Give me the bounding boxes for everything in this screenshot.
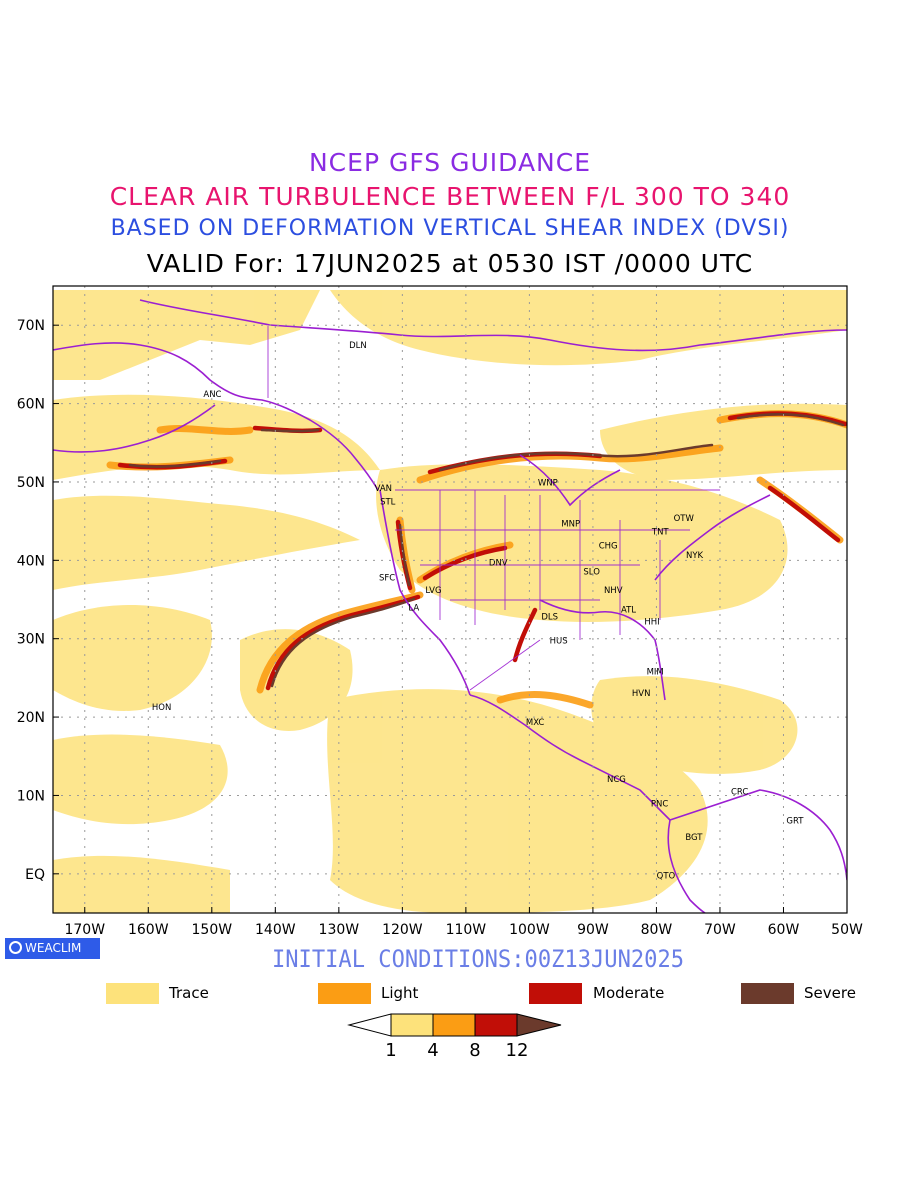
lat-tick-label: EQ [25,867,45,883]
lon-tick-label: 90W [577,922,609,938]
legend-trace-label: Trace [169,984,209,1002]
city-label: MXC [526,718,545,728]
city-label: GRT [786,817,804,827]
title-line-1: NCEP GFS GUIDANCE [308,148,591,177]
lon-tick-label: 130W [319,922,360,938]
lon-tick-label: 150W [192,922,233,938]
legend-light-label: Light [381,984,419,1002]
lon-tick-label: 60W [768,922,800,938]
political-borders [267,326,720,691]
colorbar-label-12: 12 [506,1040,529,1061]
lat-tick-label: 60N [17,397,45,413]
legend-moderate-label: Moderate [593,984,665,1002]
lon-tick-label: 50W [831,922,863,938]
city-label: TNT [651,527,670,537]
lon-tick-label: 120W [382,922,423,938]
city-label: HUS [550,636,568,646]
legend-light-swatch [318,983,371,1004]
colorbar: 1 4 8 12 [347,1013,562,1061]
lon-tick-label: 140W [255,922,296,938]
city-label: LA [408,603,419,613]
legend-moderate-swatch [529,983,582,1004]
weaclim-logo: WEACLIM [5,938,100,959]
city-label: ATL [621,606,636,616]
city-label: NYK [686,551,704,561]
brand-label: WEACLIM [25,941,82,955]
city-label: CHG [599,541,618,551]
city-label: NHV [604,586,623,596]
city-label: CRC [731,788,748,798]
latitude-axis: 70N 60N 50N 40N 30N 20N 10N EQ [17,318,59,883]
lon-tick-label: 100W [509,922,550,938]
lon-tick-label: 70W [704,922,736,938]
city-label: QTO [657,871,676,881]
colorbar-light [432,1013,476,1037]
turbulence-shading [53,290,847,913]
colorbar-label-4: 4 [427,1040,438,1061]
longitude-axis: 170W 160W 150W 140W 130W 120W 110W 100W 90W 80W 70… [64,907,863,938]
colorbar-high-arrow [516,1013,562,1037]
city-label: DNV [489,559,508,569]
city-label: HON [152,703,171,713]
lat-tick-label: 40N [17,553,45,569]
coastlines [53,299,847,913]
city-label: DLN [349,341,367,351]
legend-severe-label: Severe [804,984,856,1002]
city-label: OTW [674,514,695,524]
city-label: MIM [647,668,664,678]
legend-trace-swatch [106,983,159,1004]
title-valid-time: VALID For: 17JUN2025 at 0530 IST /0000 U… [146,249,754,278]
city-label: BGT [685,833,703,843]
map-frame [52,285,848,914]
lon-tick-label: 110W [446,922,487,938]
lon-tick-label: 170W [64,922,105,938]
colorbar-low-arrow [347,1013,392,1037]
city-label: SFC [379,574,395,584]
colorbar-moderate [474,1013,518,1037]
city-label: STL [380,498,396,508]
city-label: SLO [583,567,600,577]
city-label: MNP [561,519,580,529]
lat-tick-label: 10N [17,788,45,804]
circle-logo-icon [9,941,22,954]
colorbar-label-8: 8 [469,1040,480,1061]
initial-conditions: INITIAL CONDITIONS:00Z13JUN2025 [271,945,685,973]
map-gridlines [53,286,847,913]
city-label: WNP [538,479,558,489]
colorbar-label-1: 1 [385,1040,396,1061]
city-label: ANC [203,390,221,400]
colorbar-trace [390,1013,434,1037]
legend-severe-swatch [741,983,794,1004]
title-line-2: CLEAR AIR TURBULENCE BETWEEN F/L 300 TO … [109,182,791,211]
city-label: DLS [541,613,558,623]
city-label: NCG [607,775,626,785]
lon-tick-label: 80W [641,922,673,938]
city-label: HHI [644,617,659,627]
city-label: PNC [651,799,668,809]
lat-tick-label: 20N [17,710,45,726]
lat-tick-label: 50N [17,475,45,491]
city-label: LVG [425,586,441,596]
title-line-3: BASED ON DEFORMATION VERTICAL SHEAR INDE… [110,216,790,241]
city-label: HVN [632,689,651,699]
lat-tick-label: 70N [17,318,45,334]
lat-tick-label: 30N [17,632,45,648]
city-label: VAN [375,484,392,494]
lon-tick-label: 160W [128,922,169,938]
city-labels: DLN ANC VAN STL WNP MNP OTW TNT CHG NYK DNV SFC LVG S… [152,341,804,882]
